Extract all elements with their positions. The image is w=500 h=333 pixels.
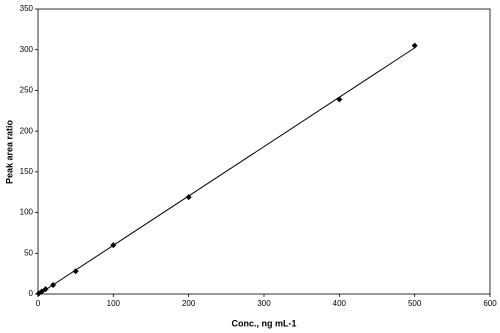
point bbox=[38, 288, 45, 295]
x-tick-label: 500 bbox=[408, 299, 422, 308]
point bbox=[72, 268, 79, 275]
y-tick-label: 0 bbox=[29, 289, 34, 298]
point bbox=[411, 42, 418, 49]
y-tick-label: 100 bbox=[20, 208, 34, 217]
point bbox=[42, 286, 49, 293]
point bbox=[336, 96, 343, 103]
y-tick-label: 50 bbox=[24, 248, 33, 257]
plot-frame bbox=[37, 8, 491, 295]
x-axis-title: Conc., ng mL-1 bbox=[232, 318, 297, 328]
y-tick-label: 150 bbox=[20, 167, 34, 176]
y-tick-label: 200 bbox=[20, 126, 34, 135]
x-tick-label: 300 bbox=[257, 299, 271, 308]
point bbox=[110, 242, 117, 249]
x-tick-label: 200 bbox=[182, 299, 196, 308]
y-tick-label: 300 bbox=[20, 45, 34, 54]
point bbox=[50, 282, 57, 289]
point bbox=[185, 194, 192, 201]
x-tick-label: 100 bbox=[107, 299, 121, 308]
x-tick-label: 400 bbox=[333, 299, 347, 308]
y-axis-title: Peak area ratio bbox=[4, 119, 14, 184]
y-tick-label: 250 bbox=[20, 86, 34, 95]
x-tick-label: 600 bbox=[483, 299, 497, 308]
trendline bbox=[38, 47, 415, 295]
x-tick-label: 0 bbox=[36, 299, 41, 308]
y-tick-label: 350 bbox=[20, 4, 34, 13]
